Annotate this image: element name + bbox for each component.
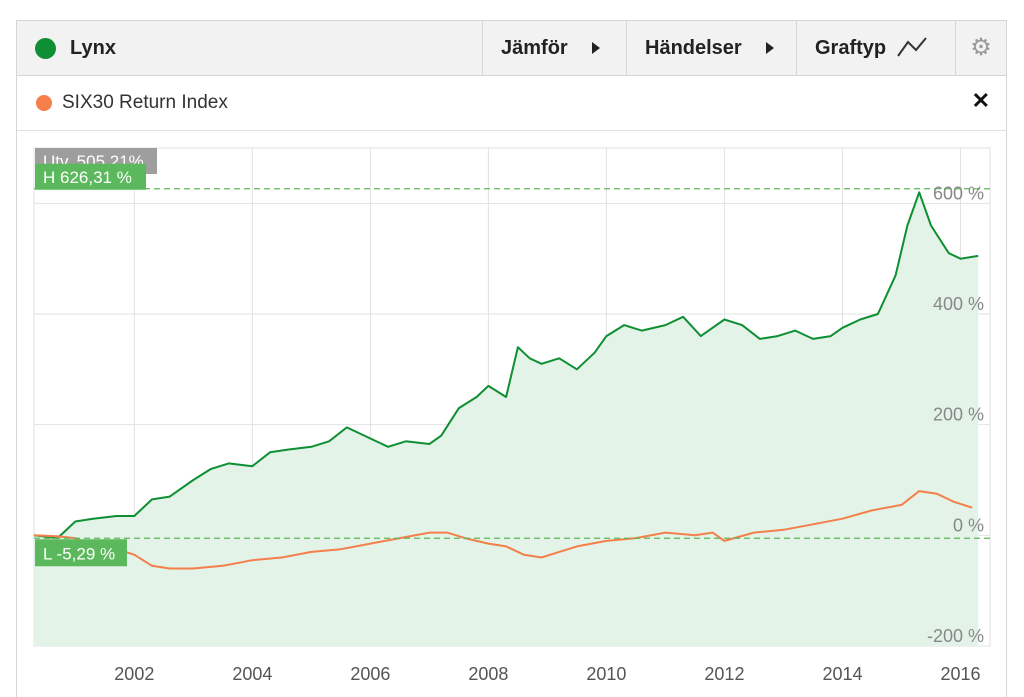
compare-button[interactable]: Jämför	[482, 21, 627, 75]
main-series-label: Lynx	[70, 36, 116, 59]
x-tick-label: 2002	[114, 664, 154, 684]
chart-type-button[interactable]: Graftyp	[796, 21, 956, 75]
comparison-legend: SIX30 Return Index ✕	[17, 76, 1006, 131]
chart-toolbar: Lynx Jämför Händelser Graftyp ⚙	[17, 21, 1006, 76]
lynx-series-dot	[35, 37, 56, 59]
main-series: Lynx	[35, 21, 116, 75]
triangle-right-icon	[591, 42, 600, 54]
settings-button[interactable]: ⚙	[955, 21, 1006, 75]
line-chart-icon	[897, 37, 927, 57]
charttype-label: Graftyp	[815, 36, 887, 59]
low-badge-label: L -5,29 %	[43, 544, 115, 563]
compare-label: Jämför	[501, 36, 568, 59]
comparison-series-label: SIX30 Return Index	[62, 92, 228, 113]
x-tick-label: 2004	[232, 664, 272, 684]
low-badge	[35, 539, 127, 567]
x-tick-label: 2012	[704, 664, 744, 684]
x-tick-label: 2006	[350, 664, 390, 684]
six30-line	[33, 490, 973, 570]
y-tick-label: -200 %	[927, 626, 984, 646]
events-label: Händelser	[645, 36, 742, 59]
lynx-line	[33, 191, 979, 540]
lynx-area	[34, 192, 979, 647]
high-badge	[35, 163, 146, 190]
x-tick-label: 2008	[468, 664, 508, 684]
gear-icon: ⚙	[970, 34, 992, 61]
y-tick-label: 200 %	[933, 405, 984, 425]
high-badge-label: H 626,31 %	[43, 168, 132, 187]
y-tick-label: 600 %	[933, 183, 984, 203]
six30-series-dot	[36, 95, 52, 111]
y-tick-label: 400 %	[933, 294, 984, 314]
close-icon[interactable]: ✕	[971, 88, 990, 113]
triangle-right-icon	[765, 42, 774, 54]
x-tick-label: 2014	[822, 664, 862, 684]
y-tick-label: 0 %	[953, 515, 984, 535]
x-tick-label: 2010	[586, 664, 626, 684]
x-tick-label: 2016	[940, 664, 980, 684]
events-button[interactable]: Händelser	[626, 21, 797, 75]
